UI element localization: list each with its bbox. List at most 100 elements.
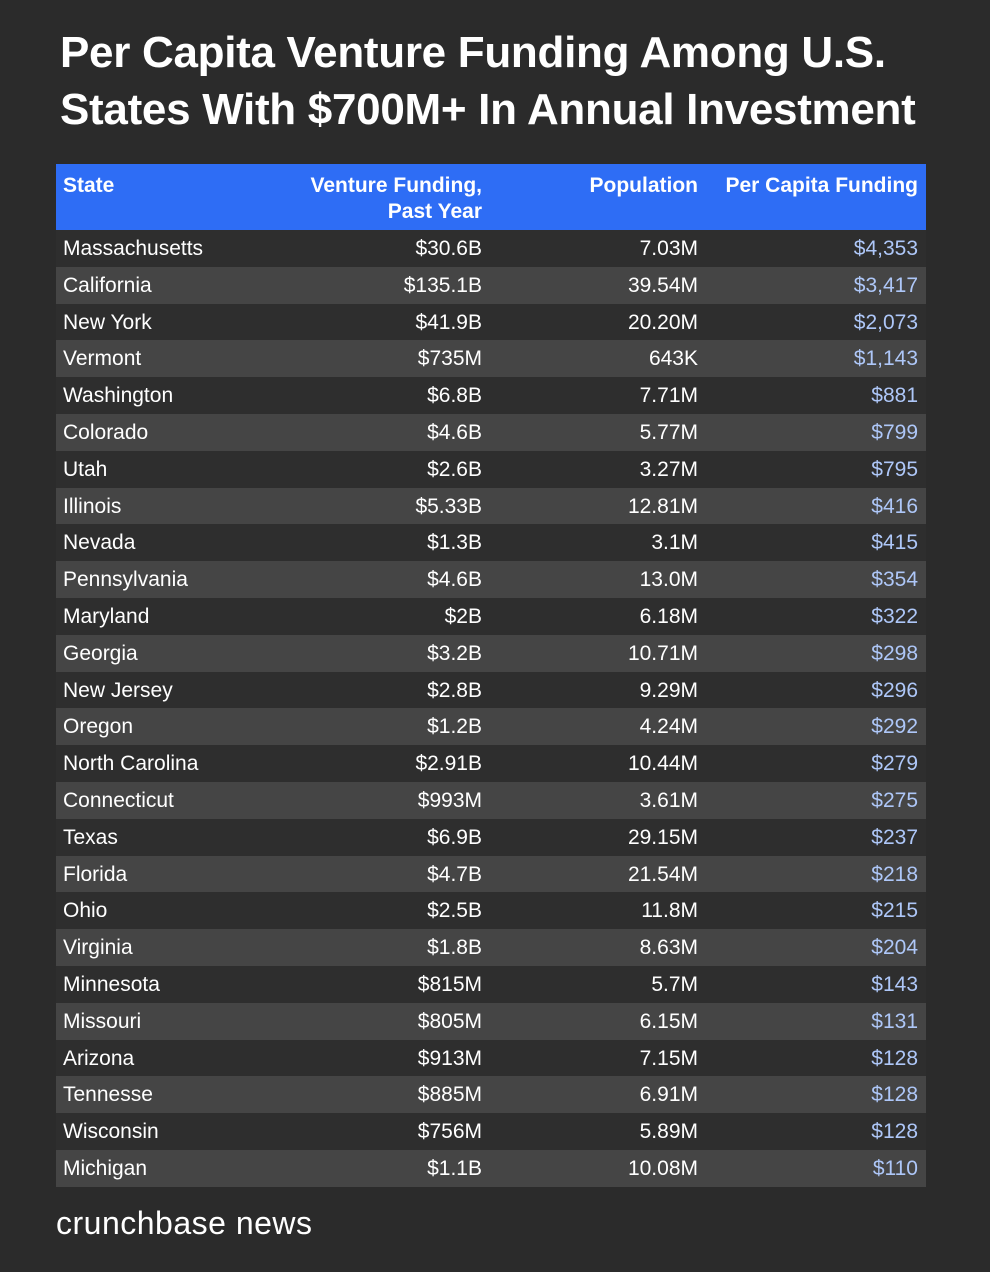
cell-venture-funding: $4.7B [427, 862, 482, 886]
cell-venture-funding: $993M [417, 788, 482, 812]
cell-population: 39.54M [627, 273, 698, 297]
cell-per-capita: $881 [871, 384, 918, 408]
cell-venture-funding: $135.1B [403, 273, 482, 297]
cell-population: 6.15M [639, 1009, 698, 1033]
cell-state: Minnesota [63, 972, 160, 996]
funding-table: State Venture Funding, Past Year Populat… [56, 164, 926, 1187]
cell-venture-funding: $2B [444, 604, 482, 628]
cell-per-capita: $799 [871, 420, 918, 444]
cell-per-capita: $215 [871, 899, 918, 923]
cell-venture-funding: $2.5B [427, 899, 482, 923]
cell-population: 10.44M [627, 752, 698, 776]
cell-state: Arizona [63, 1046, 135, 1070]
cell-state: Connecticut [63, 788, 174, 812]
cell-state: California [63, 273, 152, 297]
cell-population: 6.91M [639, 1083, 698, 1107]
cell-venture-funding: $1.1B [427, 1156, 482, 1180]
cell-per-capita: $296 [871, 678, 918, 702]
header-venture-line1: Venture Funding, [310, 174, 483, 197]
cell-per-capita: $292 [871, 715, 918, 739]
cell-state: Nevada [63, 531, 136, 555]
cell-state: Utah [63, 457, 108, 481]
table-row: North Carolina $2.91B 10.44M $279 [56, 745, 926, 782]
table-body: Massachusetts $30.6B 7.03M $4,353 California… [56, 230, 926, 1187]
cell-state: Washington [63, 384, 174, 408]
cell-state: Oregon [63, 715, 134, 739]
cell-state: Vermont [63, 347, 142, 371]
cell-population: 6.18M [639, 604, 698, 628]
cell-venture-funding: $885M [417, 1083, 482, 1107]
cell-venture-funding: $805M [417, 1009, 482, 1033]
cell-per-capita: $218 [871, 862, 918, 886]
cell-venture-funding: $6.8B [427, 384, 482, 408]
cell-state: Virginia [63, 936, 133, 960]
header-population: Population [589, 174, 699, 197]
table-row: Tennesse $885M 6.91M $128 [56, 1076, 926, 1114]
cell-state: Ohio [63, 899, 108, 923]
table-row: Arizona $913M 7.15M $128 [56, 1039, 926, 1077]
cell-state: Tennesse [63, 1083, 153, 1107]
cell-state: Maryland [63, 604, 150, 628]
cell-population: 12.81M [627, 494, 698, 518]
table-row: Georgia $3.2B 10.71M $298 [56, 634, 926, 672]
cell-per-capita: $128 [871, 1046, 918, 1070]
cell-state: Michigan [63, 1156, 148, 1180]
cell-population: 7.71M [639, 384, 698, 408]
cell-venture-funding: $5.33B [415, 494, 482, 518]
cell-state: Massachusetts [63, 237, 204, 260]
cell-population: 11.8M [641, 899, 698, 923]
header-venture-line2: Past Year [387, 200, 482, 223]
table-row: Vermont $735M 643K $1,143 [56, 340, 926, 378]
cell-venture-funding: $1.2B [427, 715, 482, 739]
cell-population: 7.15M [639, 1046, 698, 1070]
cell-population: 3.27M [639, 457, 698, 481]
cell-venture-funding: $4.6B [427, 420, 482, 444]
cell-population: 13.0M [639, 568, 698, 592]
cell-venture-funding: $4.6B [427, 568, 482, 592]
cell-state: Illinois [63, 494, 122, 518]
table-row: Illinois $5.33B 12.81M $416 [56, 487, 926, 525]
cell-population: 8.63M [639, 936, 698, 960]
table-row: Minnesota $815M 5.7M $143 [56, 965, 926, 1003]
cell-per-capita: $354 [871, 568, 918, 592]
cell-venture-funding: $735M [417, 347, 482, 371]
cell-population: 10.08M [627, 1156, 698, 1180]
table-row: Colorado $4.6B 5.77M $799 [56, 413, 926, 451]
table-row: Ohio $2.5B 11.8M $215 [56, 892, 926, 930]
cell-state: Florida [63, 862, 128, 886]
cell-per-capita: $2,073 [853, 310, 918, 334]
cell-per-capita: $143 [871, 972, 918, 996]
cell-per-capita: $131 [871, 1009, 918, 1033]
cell-state: Pennsylvania [63, 568, 188, 592]
cell-state: Wisconsin [63, 1120, 159, 1144]
table-row: Pennsylvania $4.6B 13.0M $354 [56, 561, 926, 598]
cell-venture-funding: $1.8B [427, 936, 482, 960]
cell-population: 3.61M [639, 788, 698, 812]
table-row: Massachusetts $30.6B 7.03M $4,353 [56, 230, 926, 267]
cell-population: 643K [648, 347, 698, 371]
cell-population: 21.54M [627, 862, 698, 886]
cell-per-capita: $275 [871, 788, 918, 812]
cell-per-capita: $204 [871, 936, 918, 960]
table-row: Oregon $1.2B 4.24M $292 [56, 708, 926, 746]
cell-population: 5.7M [651, 972, 698, 996]
table-row: California $135.1B 39.54M $3,417 [56, 266, 926, 304]
cell-per-capita: $415 [871, 531, 918, 555]
cell-population: 3.1M [651, 531, 698, 555]
cell-state: New York [63, 310, 152, 334]
cell-per-capita: $298 [871, 641, 918, 665]
cell-population: 9.29M [639, 678, 698, 702]
cell-venture-funding: $2.6B [427, 457, 482, 481]
cell-per-capita: $416 [871, 494, 918, 518]
header-state: State [63, 174, 115, 197]
table-row: Maryland $2B 6.18M $322 [56, 597, 926, 635]
cell-per-capita: $128 [871, 1083, 918, 1107]
cell-state: North Carolina [63, 752, 199, 776]
brand-logo-text: crunchbase news [56, 1205, 313, 1241]
chart-title: Per Capita Venture Funding Among U.S. St… [60, 28, 916, 134]
cell-population: 4.24M [639, 715, 698, 739]
cell-per-capita: $3,417 [853, 273, 918, 297]
table-row: Virginia $1.8B 8.63M $204 [56, 929, 926, 966]
cell-venture-funding: $815M [417, 972, 482, 996]
cell-population: 29.15M [627, 825, 698, 849]
